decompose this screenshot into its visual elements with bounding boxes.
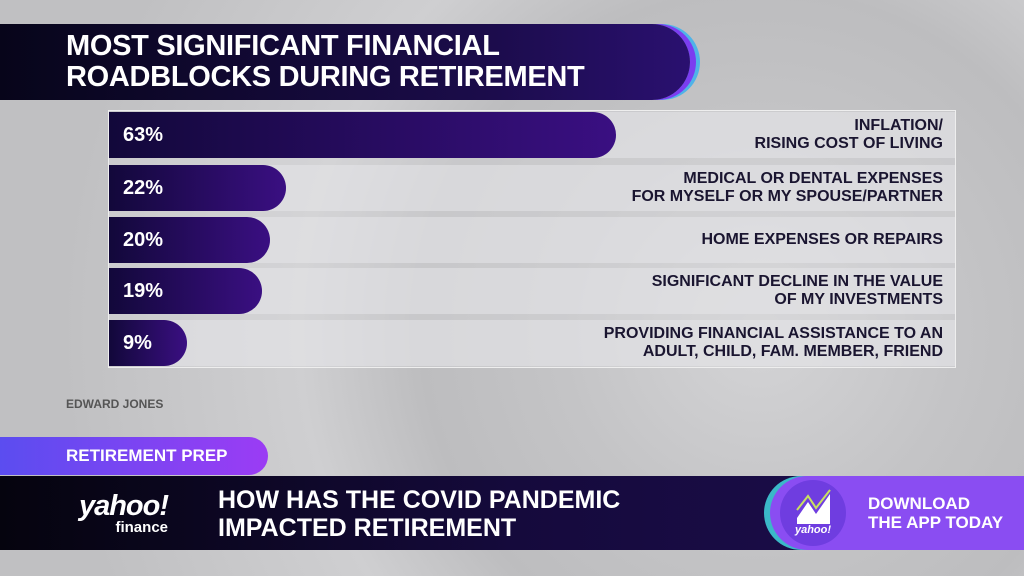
app-icon-text: yahoo! bbox=[794, 524, 832, 536]
lower-third: yahoo! finance HOW HAS THE COVID PANDEMI… bbox=[0, 476, 1024, 550]
category-label-line: SIGNIFICANT DECLINE IN THE VALUE bbox=[651, 273, 943, 290]
download-line-1: DOWNLOAD bbox=[868, 494, 970, 513]
value-label: 19% bbox=[123, 280, 164, 302]
bar-row: 20% HOME EXPENSES OR REPAIRS bbox=[109, 217, 955, 263]
bar-row: 9% PROVIDING FINANCIAL ASSISTANCE TO AN AD… bbox=[109, 320, 955, 366]
segment-tag: RETIREMENT PREP bbox=[0, 437, 268, 475]
category-label: HOME EXPENSES OR REPAIRS bbox=[443, 231, 943, 249]
category-label-line: INFLATION/ bbox=[854, 117, 943, 134]
value-label: 9% bbox=[123, 332, 152, 354]
category-label: INFLATION/RISING COST OF LIVING bbox=[443, 117, 943, 153]
headline: HOW HAS THE COVID PANDEMIC IMPACTED RETI… bbox=[218, 486, 620, 542]
bar-row: 19% SIGNIFICANT DECLINE IN THE VALUE OF MY… bbox=[109, 268, 955, 314]
yahoo-finance-logo: yahoo! finance bbox=[58, 490, 169, 536]
category-label: SIGNIFICANT DECLINE IN THE VALUE OF MY IN… bbox=[443, 273, 943, 309]
bar bbox=[109, 268, 262, 314]
value-label: 63% bbox=[123, 124, 164, 146]
category-label: MEDICAL OR DENTAL EXPENSES FOR MYSELF OR … bbox=[443, 170, 943, 206]
category-label: PROVIDING FINANCIAL ASSISTANCE TO AN ADUL… bbox=[443, 325, 943, 361]
title-line-2: ROADBLOCKS DURING RETIREMENT bbox=[66, 61, 585, 93]
bar bbox=[109, 217, 270, 263]
logo-brand: yahoo! bbox=[78, 490, 169, 522]
chart-title: MOST SIGNIFICANT FINANCIAL ROADBLOCKS DU… bbox=[0, 24, 690, 100]
headline-line-2: IMPACTED RETIREMENT bbox=[218, 514, 517, 542]
bar-row: 22% MEDICAL OR DENTAL EXPENSES FOR MYSELF … bbox=[109, 165, 955, 211]
category-label-line: ADULT, CHILD, FAM. MEMBER, FRIEND bbox=[642, 343, 943, 360]
category-label-line: FOR MYSELF OR MY SPOUSE/PARTNER bbox=[631, 188, 943, 205]
download-line-2: THE APP TODAY bbox=[868, 513, 1004, 532]
bar bbox=[109, 165, 287, 211]
download-text: DOWNLOAD THE APP TODAY bbox=[868, 494, 1003, 532]
source-label: EDWARD JONES bbox=[66, 397, 164, 411]
logo-sub: finance bbox=[115, 519, 168, 536]
title-line-1: MOST SIGNIFICANT FINANCIAL bbox=[66, 30, 500, 62]
category-label-line: OF MY INVESTMENTS bbox=[774, 291, 943, 308]
chart-line-icon bbox=[796, 489, 831, 524]
value-label: 22% bbox=[123, 177, 164, 199]
yahoo-app-icon: yahoo! bbox=[780, 480, 846, 546]
value-label: 20% bbox=[123, 229, 164, 251]
bar-chart: 63% INFLATION/RISING COST OF LIVING 22% MED… bbox=[108, 110, 956, 368]
category-label-line: PROVIDING FINANCIAL ASSISTANCE TO AN bbox=[603, 325, 943, 342]
category-label-line: RISING COST OF LIVING bbox=[754, 135, 943, 152]
headline-line-1: HOW HAS THE COVID PANDEMIC bbox=[218, 486, 621, 514]
app-promo: yahoo! DOWNLOAD THE APP TODAY bbox=[770, 476, 1024, 550]
category-label-line: MEDICAL OR DENTAL EXPENSES bbox=[683, 170, 943, 187]
category-label-line: HOME EXPENSES OR REPAIRS bbox=[701, 231, 943, 248]
bar-row: 63% INFLATION/RISING COST OF LIVING bbox=[109, 112, 955, 158]
bar bbox=[109, 112, 617, 158]
bar bbox=[109, 320, 187, 366]
